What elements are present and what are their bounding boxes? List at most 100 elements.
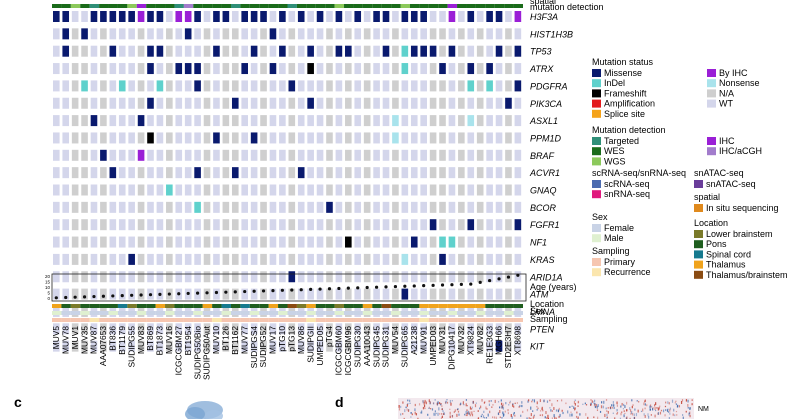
sample-label-aaa07653: AAA07653	[98, 326, 108, 366]
cell-tp53-bt126	[222, 45, 230, 57]
heatmap-cell	[629, 409, 632, 412]
sample-label-sudipgs4: SUDIPGS4	[249, 326, 259, 369]
heatmap-cell	[593, 416, 595, 419]
mutation-status-label-splice-site: Splice site	[604, 109, 645, 119]
cell-atrx-sudipg50aut	[203, 63, 211, 75]
cell-arid1a-bt1162	[231, 271, 239, 283]
heatmap-cell	[549, 399, 551, 402]
mutation-grid	[53, 11, 522, 352]
age-dot-sudipg30	[356, 286, 360, 290]
cell-kit-ptg13	[288, 340, 296, 352]
cell-fgfr1-muv16	[166, 219, 173, 231]
cell-atrx-bt836	[109, 63, 117, 75]
cell-tp53-sudipg65	[401, 45, 409, 57]
cell-atrx-ptg13	[288, 63, 296, 75]
heatmap-cell	[483, 410, 485, 413]
cell-gnaq-re1e3g3	[486, 184, 493, 196]
cell-tp53-sudipg52	[260, 45, 267, 57]
sample-label-icgcgbm96: ICGCGBM96	[343, 326, 353, 376]
cell-pik3ca-mgh66	[495, 97, 503, 109]
detection-xt8698	[513, 4, 523, 8]
cell-kit-bt126	[222, 340, 230, 352]
cell-arid1a-umped05	[316, 271, 324, 283]
cell-kras-bt126	[222, 253, 230, 265]
mutation-status-swatch-by-ihc	[707, 69, 716, 77]
sampling-mgh66	[494, 318, 505, 322]
cell-atrx-std2e3h7	[505, 63, 512, 75]
cell-hist1h3b-sudipg65	[401, 28, 409, 40]
sex-muv54	[391, 311, 401, 315]
age-dot-aaa10043	[365, 285, 369, 290]
sampling-bt126	[221, 318, 231, 322]
cell-ppm1d-re1e3g3	[486, 132, 493, 144]
sampling-bt836	[108, 318, 118, 322]
heatmap-cell	[616, 404, 619, 407]
sampling-xt8698	[513, 318, 523, 322]
spatial-swatch-in-situ-sequencing	[694, 204, 703, 212]
cell-atrx-muv83	[137, 63, 145, 75]
cell-asxl1-ptg4	[326, 115, 333, 127]
heatmap-cell	[626, 401, 628, 405]
cell-h3f3a-xt9824	[467, 11, 475, 22]
age-plot-frame	[51, 273, 527, 302]
sex-icgcgbm60	[334, 311, 345, 315]
heatmap-cell	[442, 413, 445, 415]
sample-label-std2e3h7: STD2E3H7	[503, 326, 513, 369]
cell-nf1-muv32	[458, 236, 465, 248]
cell-ppm1d-sudipg50bio	[194, 132, 201, 144]
cell-gnaq-ptg13	[288, 184, 296, 196]
cell-pten-sudipg65	[401, 323, 409, 335]
cell-ppm1d-sudipg50aut	[203, 132, 211, 144]
heatmap-cell	[507, 409, 509, 412]
cell-bcor-umped03	[429, 201, 437, 213]
cell-acvr1-ptg10	[279, 167, 286, 179]
detection-muv17	[268, 4, 279, 8]
cell-asxl1-muv35	[81, 115, 88, 127]
sex-sudipgs4	[249, 311, 260, 315]
sex-xt8698	[513, 311, 523, 315]
cell-bcor-muv17	[269, 201, 277, 213]
cell-braf-icgcgbm27	[175, 149, 183, 161]
mutation-detection-swatch-ihc	[707, 137, 716, 145]
cell-pten-bt126	[222, 323, 230, 335]
heatmap-cell	[607, 410, 609, 414]
cell-nf1-std2e3h7	[505, 236, 512, 248]
detection-muv83	[136, 4, 147, 8]
cell-kit-icgcgbm96	[345, 340, 352, 352]
location-muv83	[136, 304, 147, 308]
cell-braf-muv5	[53, 149, 60, 161]
heatmap-cell	[689, 407, 691, 410]
cell-kit-icgcgbm27	[175, 340, 183, 352]
cell-acvr1-bt126	[222, 167, 230, 179]
cell-kit-muv77	[241, 340, 248, 352]
cell-kras-xt8698	[514, 253, 522, 265]
cell-ppm1d-sudipg45	[373, 132, 380, 144]
sex-sudipg55	[127, 311, 137, 315]
heatmap-cell	[434, 399, 436, 401]
cell-kit-sudipg55	[128, 340, 135, 352]
sampling-ptg4	[325, 318, 335, 322]
heatmap-cell	[472, 401, 474, 404]
cell-atm-xt9824	[467, 288, 475, 300]
cell-bcor-sudipg50aut	[203, 201, 211, 213]
cell-ppm1d-muv86	[297, 132, 305, 144]
mutation-status-label-indel: InDel	[604, 78, 625, 88]
heatmap-cell	[541, 414, 544, 417]
cell-atm-dipg10417	[448, 288, 456, 300]
location-sudipg31	[381, 304, 392, 308]
heatmap-cell	[669, 407, 672, 410]
cell-bcor-sudipgs4	[250, 201, 258, 213]
cell-pik3ca-re1e3g3	[486, 97, 493, 109]
heatmap-cell	[688, 413, 690, 416]
heatmap-cell	[505, 402, 507, 405]
sex-bt126	[221, 311, 231, 315]
cell-bcor-sudipg65	[401, 201, 409, 213]
cell-fgfr1-umped03	[429, 219, 437, 231]
cell-kit-bt869	[147, 340, 154, 352]
cell-tp53-a21238	[410, 45, 418, 57]
cell-tp53-re1e3g3	[486, 45, 493, 57]
heatmap-cell	[582, 403, 584, 406]
sex-swatch-male	[592, 234, 601, 243]
cell-kras-sudipg50aut	[203, 253, 211, 265]
cell-arid1a-dipg10417	[448, 271, 456, 283]
